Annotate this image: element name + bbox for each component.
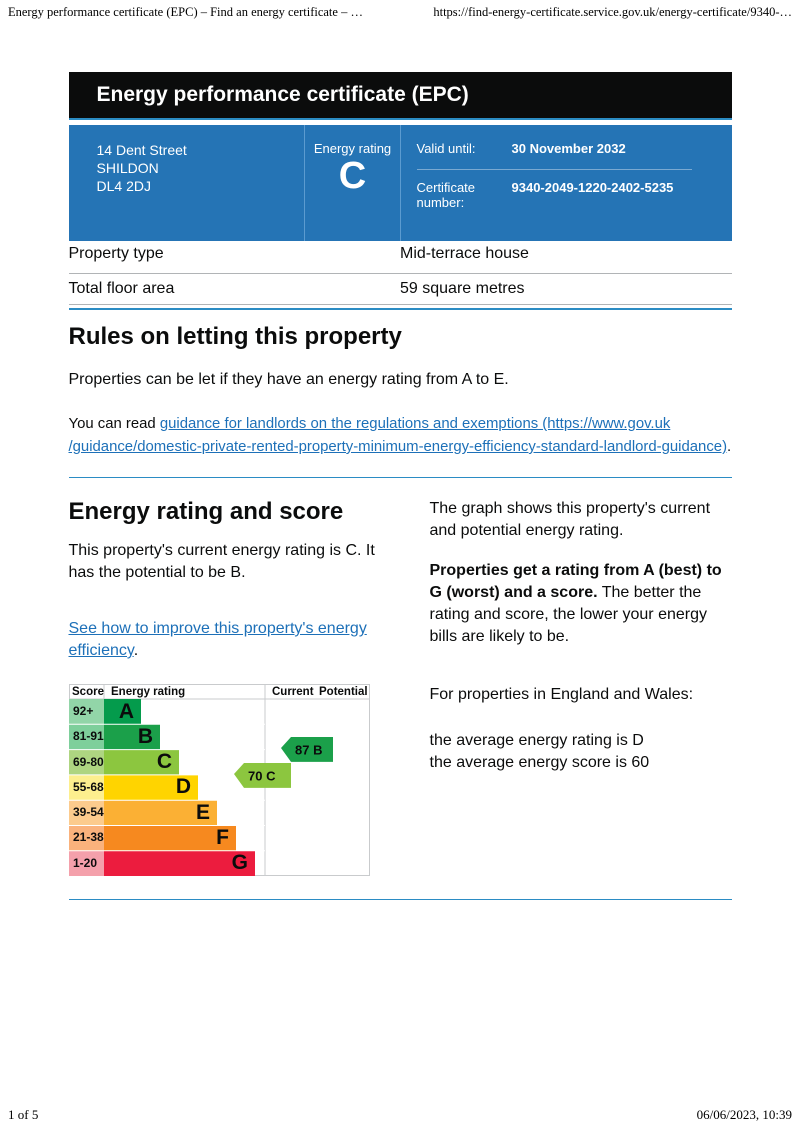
svg-text:D: D [175, 775, 190, 798]
svg-text:69-80: 69-80 [73, 755, 104, 769]
svg-text:F: F [216, 826, 229, 849]
svg-text:G: G [231, 851, 247, 874]
svg-text:Current: Current [272, 686, 314, 698]
svg-text:21-38: 21-38 [73, 830, 104, 844]
svg-text:55-68: 55-68 [73, 780, 104, 794]
svg-text:70 C: 70 C [248, 769, 276, 784]
svg-text:B: B [137, 725, 152, 748]
svg-text:Energy rating: Energy rating [111, 686, 185, 698]
svg-text:39-54: 39-54 [73, 805, 104, 819]
svg-text:92+: 92+ [73, 704, 93, 718]
svg-text:1-20: 1-20 [73, 856, 97, 870]
svg-text:C: C [156, 750, 171, 773]
svg-text:87 B: 87 B [295, 743, 322, 758]
svg-text:A: A [118, 700, 133, 723]
svg-text:Potential: Potential [319, 686, 368, 698]
svg-text:E: E [195, 801, 209, 824]
svg-text:81-91: 81-91 [73, 729, 104, 743]
svg-text:Score: Score [72, 686, 104, 698]
